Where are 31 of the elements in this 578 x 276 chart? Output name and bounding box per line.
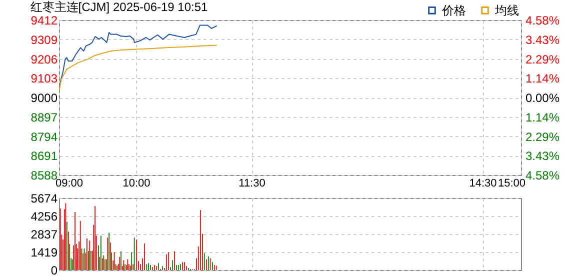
y2-tick-label: 3.43% xyxy=(526,32,560,47)
y-tick-label: 9206 xyxy=(30,52,58,66)
y2-tick-label: 2.29% xyxy=(526,52,560,66)
y2-tick-label: 4.58% xyxy=(526,14,560,28)
y2-tick-label: 3.43% xyxy=(526,149,560,164)
y-tick-label: 9000 xyxy=(30,91,58,105)
y2-tick-label: 0.00% xyxy=(526,91,560,105)
y-tick-label: 9103 xyxy=(30,72,58,86)
y-tick-label: 8897 xyxy=(30,110,58,124)
y-tick-label: 2837 xyxy=(30,228,58,242)
x-tick-label: 15:00 xyxy=(498,178,526,190)
y-tick-label: 8794 xyxy=(30,130,58,144)
chart-title: 红枣主连[CJM] 2025-06-19 10:51 xyxy=(30,0,208,14)
y2-tick-label: 1.14% xyxy=(526,72,560,86)
y2-tick-label: 2.29% xyxy=(526,130,560,144)
y-tick-label: 9412 xyxy=(30,14,58,28)
y-tick-label: 8691 xyxy=(30,149,58,164)
y-tick-label: 9309 xyxy=(30,32,58,47)
legend-label: 价格 xyxy=(441,3,466,18)
y-tick-label: 4256 xyxy=(30,209,58,224)
y-tick-label: 0 xyxy=(50,264,58,276)
y2-tick-label: 1.14% xyxy=(526,110,560,124)
y2-tick-label: 4.58% xyxy=(526,168,560,182)
x-tick-label: 14:30 xyxy=(469,178,497,190)
x-tick-label: 09:00 xyxy=(56,178,84,190)
x-tick-label: 10:00 xyxy=(122,178,150,190)
x-tick-label: 11:30 xyxy=(238,178,266,190)
y-tick-label: 1419 xyxy=(30,245,58,260)
y-tick-label: 5674 xyxy=(30,192,58,206)
line-series xyxy=(59,44,218,92)
legend-label: 均线 xyxy=(494,3,519,18)
